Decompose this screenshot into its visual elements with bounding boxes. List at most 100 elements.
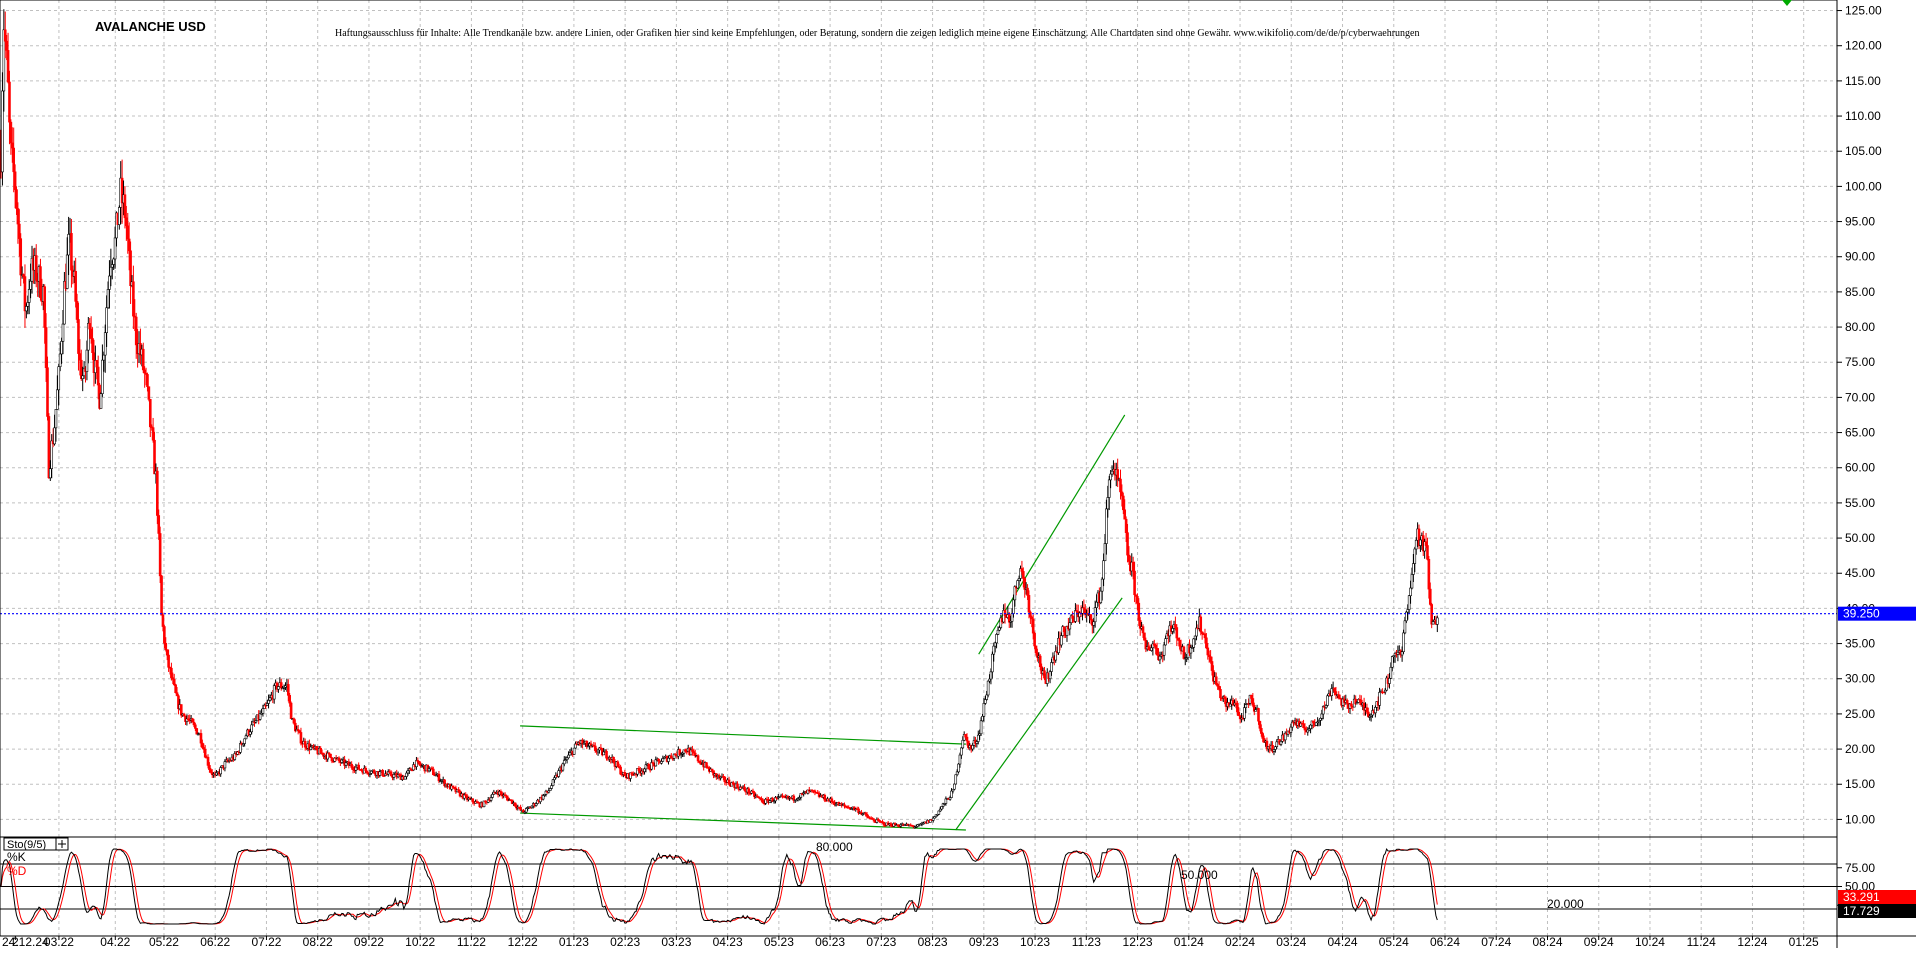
candle-body bbox=[988, 678, 991, 682]
candle-body bbox=[129, 250, 132, 286]
y-tick-label: 100.00 bbox=[1845, 179, 1882, 193]
candle-body bbox=[88, 323, 92, 330]
candle-body bbox=[160, 575, 163, 616]
candle-body bbox=[960, 747, 963, 756]
candle-body bbox=[1122, 495, 1125, 511]
candle-body bbox=[1033, 632, 1036, 647]
candle-body bbox=[1210, 661, 1214, 671]
candle-body bbox=[261, 708, 265, 714]
candle-body bbox=[106, 289, 110, 309]
candle-body bbox=[1303, 727, 1307, 731]
candle-body bbox=[562, 759, 566, 765]
candle-body bbox=[1176, 637, 1180, 641]
candle-body bbox=[1013, 586, 1017, 601]
candle-body bbox=[1424, 541, 1428, 546]
candle-body bbox=[102, 354, 106, 361]
candle-body bbox=[489, 797, 493, 801]
candle-body bbox=[1244, 704, 1248, 708]
candle-body bbox=[574, 743, 577, 749]
candle-body bbox=[22, 274, 25, 277]
candle-body bbox=[118, 207, 121, 225]
candle-body bbox=[132, 281, 135, 317]
candle-body bbox=[18, 223, 21, 239]
candle-body bbox=[288, 695, 291, 704]
candle-body bbox=[593, 745, 597, 751]
candle-body bbox=[53, 427, 56, 445]
candle-body bbox=[1250, 694, 1253, 699]
x-tick-label: 01.25 bbox=[1789, 935, 1819, 948]
candle-body bbox=[309, 746, 313, 750]
candle-body bbox=[1027, 595, 1031, 613]
y-tick-label: 70.00 bbox=[1845, 390, 1875, 404]
candle-body bbox=[1400, 651, 1404, 656]
candle-body bbox=[272, 685, 276, 700]
stochastic-indicator-label: Sto(9/5) bbox=[7, 839, 46, 851]
candle-body bbox=[985, 694, 989, 700]
x-tick-label: 02.23 bbox=[610, 935, 640, 948]
stochastic-value-labels: 33.291 17.729 bbox=[1838, 890, 1916, 918]
candle-body bbox=[286, 684, 290, 696]
candle-body bbox=[206, 756, 210, 766]
candle-body bbox=[1074, 610, 1077, 622]
candle-body bbox=[258, 713, 262, 720]
candle-body bbox=[1274, 746, 1277, 750]
candle-body bbox=[265, 703, 269, 706]
level-80-label: 80.000 bbox=[816, 840, 853, 854]
x-tick-label: 09.22 bbox=[354, 935, 384, 948]
x-tick-label: 04.22 bbox=[100, 935, 130, 948]
candle-body bbox=[65, 254, 69, 289]
candle-body bbox=[141, 348, 145, 371]
candle-body bbox=[1390, 656, 1394, 668]
y-tick-label: 35.00 bbox=[1845, 637, 1875, 651]
x-tick-label: 11.23 bbox=[1072, 935, 1101, 948]
candle-body bbox=[982, 703, 986, 717]
x-tick-label: 09.24 bbox=[1584, 935, 1614, 948]
candle-body bbox=[955, 771, 959, 776]
candle-body bbox=[70, 233, 73, 271]
candle-body bbox=[568, 752, 572, 756]
current-price-box bbox=[1838, 606, 1916, 621]
x-tick-label: 06.24 bbox=[1430, 935, 1460, 948]
candle-body bbox=[1126, 532, 1129, 556]
candle-body bbox=[1099, 590, 1103, 603]
candle-body bbox=[409, 768, 413, 771]
candle-body bbox=[1023, 578, 1027, 590]
candle-body bbox=[1229, 703, 1232, 707]
y-tick-label: 115.00 bbox=[1845, 74, 1881, 88]
candle-body bbox=[101, 359, 104, 394]
candle-body bbox=[243, 738, 246, 744]
y-tick-label: 25.00 bbox=[1845, 707, 1875, 721]
candle-body bbox=[381, 769, 384, 776]
candle-body bbox=[1054, 651, 1058, 661]
candle-body bbox=[1116, 469, 1119, 480]
candle-body bbox=[1092, 621, 1096, 626]
level-20-label: 20.000 bbox=[1547, 897, 1584, 911]
candle-body bbox=[146, 374, 149, 387]
candle-body bbox=[112, 258, 115, 265]
candle-body bbox=[1068, 622, 1072, 630]
candle-body bbox=[950, 790, 953, 798]
candle-body bbox=[392, 774, 396, 778]
candle-body bbox=[957, 763, 960, 773]
candle-body bbox=[1048, 671, 1052, 680]
candle-body bbox=[1333, 687, 1336, 692]
candle-body bbox=[123, 194, 127, 219]
candle-body bbox=[551, 779, 555, 786]
candle-body bbox=[109, 266, 113, 277]
candle-body bbox=[548, 788, 552, 791]
y-tick-label: 60.00 bbox=[1845, 461, 1875, 475]
candle-body bbox=[1089, 614, 1093, 621]
price-label-current: 39.250 bbox=[1838, 606, 1916, 621]
candle-body bbox=[1350, 703, 1353, 707]
candle-body bbox=[792, 795, 796, 801]
candle-body bbox=[534, 803, 538, 806]
candle-body bbox=[768, 800, 772, 803]
candle-body bbox=[1365, 707, 1369, 713]
candle-body bbox=[208, 765, 211, 770]
candle-body bbox=[350, 763, 353, 768]
candle-body bbox=[115, 212, 118, 239]
level-50-label: 50.000 bbox=[1181, 868, 1218, 882]
k-value-label: 33.291 bbox=[1843, 890, 1880, 904]
candle-body bbox=[1436, 617, 1439, 625]
candle-body bbox=[1065, 626, 1069, 636]
